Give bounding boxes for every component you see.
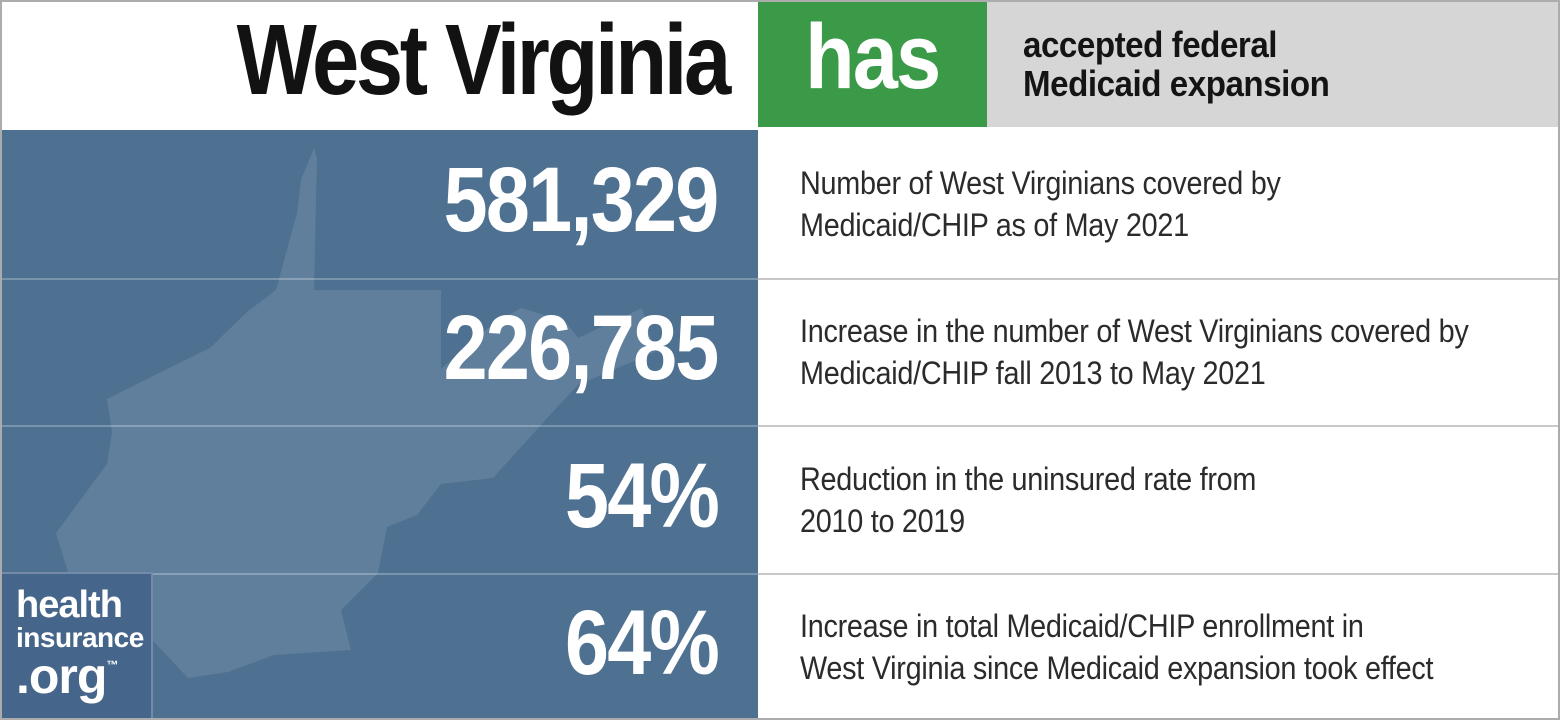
descriptions-panel: Number of West Virginians covered by Med… (758, 130, 1560, 720)
stat-value-4: 64% (564, 592, 720, 695)
verdict-badge: has (758, 0, 987, 127)
verdict-text: has (805, 5, 941, 108)
verdict-description: accepted federal Medicaid expansion (987, 0, 1560, 127)
stat-value-1: 581,329 (444, 148, 720, 251)
stat-description-1-line-1: Number of West Virginians covered by (800, 164, 1281, 201)
stat-description-4-line-2: West Virginia since Medicaid expansion t… (800, 650, 1434, 687)
title-area: West Virginia (0, 0, 758, 130)
stat-description-4-line-1: Increase in total Medicaid/CHIP enrollme… (800, 608, 1364, 645)
logo-word-org: .org™ (16, 651, 151, 713)
stat-description-3-line-1: Reduction in the uninsured rate from (800, 460, 1257, 497)
logo-word-insurance: insurance (16, 622, 144, 653)
stat-row-4: 64% (0, 572, 758, 720)
stats-panel: 581,329 226,785 54% 64% health insurance… (0, 130, 758, 720)
stat-description-1-line-2: Medicaid/CHIP as of May 2021 (800, 206, 1189, 243)
stat-description-4: Increase in total Medicaid/CHIP enrollme… (758, 572, 1560, 720)
stat-row-1: 581,329 (0, 130, 758, 278)
stat-row-2: 226,785 (0, 277, 758, 426)
stat-value-2: 226,785 (444, 297, 720, 400)
stat-description-3-line-2: 2010 to 2019 (800, 502, 965, 539)
verdict-description-line-1: accepted federal (1023, 23, 1278, 65)
stats-grid: 581,329 226,785 54% 64% (0, 130, 758, 720)
stat-row-3: 54% (0, 425, 758, 573)
infographic-body: 581,329 226,785 54% 64% health insurance… (0, 130, 1560, 720)
stat-description-2: Increase in the number of West Virginian… (758, 277, 1560, 426)
healthinsurance-org-logo: health insurance .org™ (0, 572, 153, 720)
west-virginia-map-silhouette (56, 148, 655, 678)
stat-description-2-line-1: Increase in the number of West Virginian… (800, 313, 1469, 350)
header: West Virginia has accepted federal Medic… (0, 0, 1560, 130)
trademark-symbol: ™ (106, 658, 119, 672)
stat-description-2-line-2: Medicaid/CHIP fall 2013 to May 2021 (800, 355, 1266, 392)
stat-description-1: Number of West Virginians covered by Med… (758, 130, 1560, 278)
logo-word-health: health (16, 584, 123, 626)
stat-value-3: 54% (564, 444, 720, 547)
logo-org-text: .org (16, 648, 107, 704)
stat-description-3: Reduction in the uninsured rate from 201… (758, 425, 1560, 573)
verdict-description-line-2: Medicaid expansion (1023, 62, 1330, 104)
state-name-title: West Virginia (236, 4, 732, 116)
